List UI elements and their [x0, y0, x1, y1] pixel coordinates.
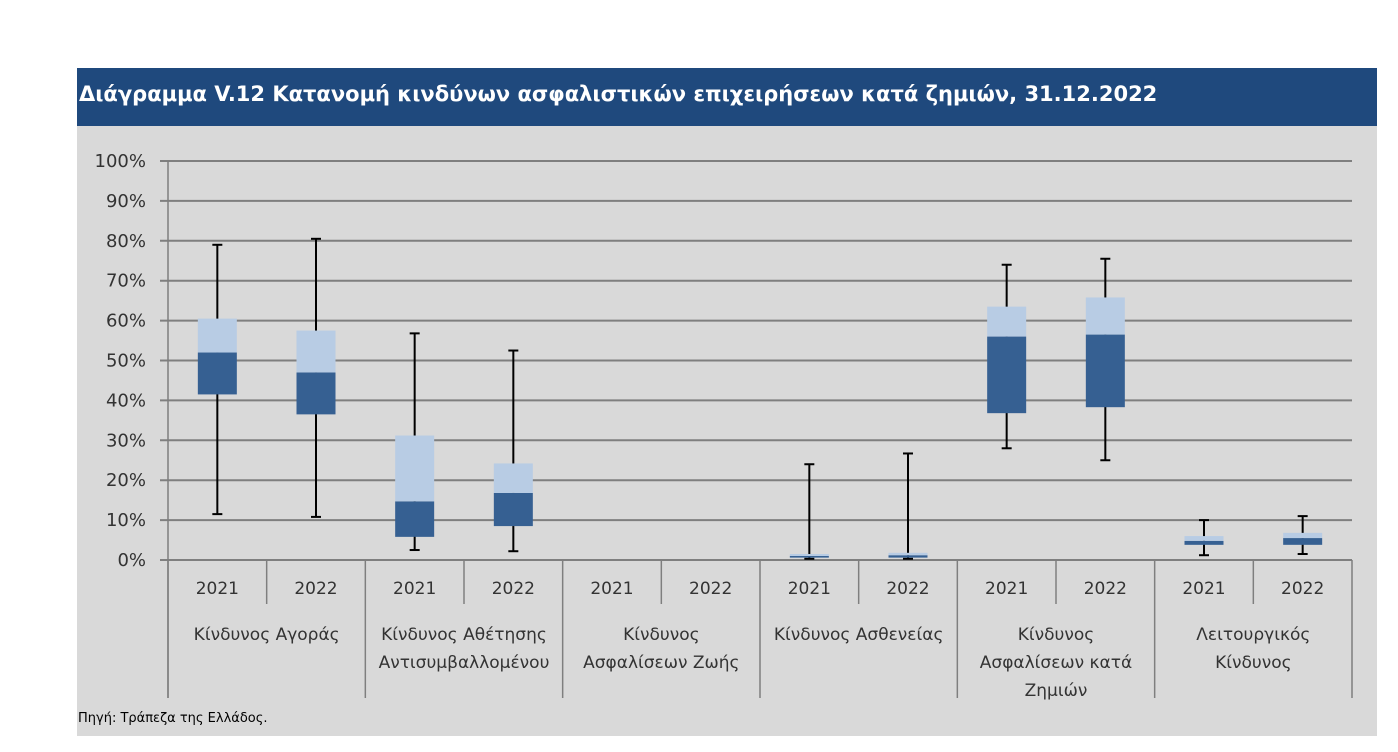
box-upper-quartile — [296, 330, 336, 373]
box-lower-quartile — [1085, 334, 1125, 408]
category-label: Κίνδυνος — [1215, 653, 1292, 673]
category-label: Λειτουργικός — [1196, 625, 1310, 645]
box-lower-quartile — [493, 492, 533, 527]
y-tick-label: 0% — [117, 550, 146, 571]
box-upper-quartile — [1184, 536, 1224, 541]
y-tick-label: 100% — [95, 151, 146, 172]
year-label: 2022 — [886, 579, 929, 599]
box-upper-quartile — [987, 306, 1027, 337]
box-lower-quartile — [395, 501, 435, 537]
year-label: 2022 — [1084, 579, 1127, 599]
year-label: 2021 — [1182, 579, 1225, 599]
y-tick-label: 90% — [106, 191, 146, 212]
category-label: Κίνδυνος Αγοράς — [194, 625, 340, 645]
category-label: Ζημιών — [1025, 681, 1088, 701]
y-tick-label: 30% — [106, 430, 146, 451]
category-label: Κίνδυνος Ασθενείας — [774, 625, 944, 645]
year-label: 2022 — [294, 579, 337, 599]
box-upper-quartile — [1283, 532, 1323, 539]
year-label: 2021 — [985, 579, 1028, 599]
box-upper-quartile — [789, 554, 829, 557]
box-lower-quartile — [296, 372, 336, 415]
year-label: 2021 — [393, 579, 436, 599]
source-note: Πηγή: Τράπεζα της Ελλάδος. — [78, 711, 268, 726]
category-label: Κίνδυνος Αθέτησης — [381, 625, 547, 645]
category-label: Κίνδυνος — [623, 625, 700, 645]
box-upper-quartile — [197, 318, 237, 353]
y-tick-label: 20% — [106, 470, 146, 491]
box-lower-quartile — [888, 555, 928, 558]
box-upper-quartile — [888, 552, 928, 556]
year-label: 2022 — [1281, 579, 1324, 599]
y-tick-label: 80% — [106, 231, 146, 252]
box-upper-quartile — [395, 435, 435, 502]
category-label: Κίνδυνος — [1018, 625, 1095, 645]
category-label: Ασφαλίσεων Ζωής — [583, 653, 739, 673]
year-label: 2022 — [689, 579, 732, 599]
y-tick-label: 50% — [106, 351, 146, 372]
y-tick-label: 70% — [106, 271, 146, 292]
box-lower-quartile — [987, 336, 1027, 414]
category-label: Αντισυμβαλλομένου — [379, 653, 550, 673]
category-label: Ασφαλίσεων κατά — [980, 653, 1132, 673]
year-label: 2022 — [492, 579, 535, 599]
box-lower-quartile — [1283, 538, 1323, 545]
chart-title: Διάγραμμα V.12 Κατανομή κινδύνων ασφαλισ… — [79, 82, 1158, 106]
title-bar: Διάγραμμα V.12 Κατανομή κινδύνων ασφαλισ… — [77, 68, 1377, 126]
boxplot-chart: 0% 10% 20% 30% 40% 50% 60% 70% 80% 90% 100% Κίνδυνο… — [95, 151, 1353, 701]
box-upper-quartile — [493, 463, 533, 493]
box-upper-quartile — [1085, 297, 1125, 335]
box-lower-quartile — [197, 352, 237, 395]
y-tick-label: 60% — [106, 311, 146, 332]
year-label: 2021 — [590, 579, 633, 599]
box-lower-quartile — [1184, 540, 1224, 545]
y-tick-label: 40% — [106, 390, 146, 411]
chart-area: 0% 10% 20% 30% 40% 50% 60% 70% 80% 90% 100% Κίνδυνο… — [77, 126, 1377, 706]
y-tick-label: 10% — [106, 510, 146, 531]
year-label: 2021 — [788, 579, 831, 599]
footer-bar: Πηγή: Τράπεζα της Ελλάδος. — [77, 706, 1377, 736]
box-lower-quartile — [789, 556, 829, 558]
year-label: 2021 — [196, 579, 239, 599]
